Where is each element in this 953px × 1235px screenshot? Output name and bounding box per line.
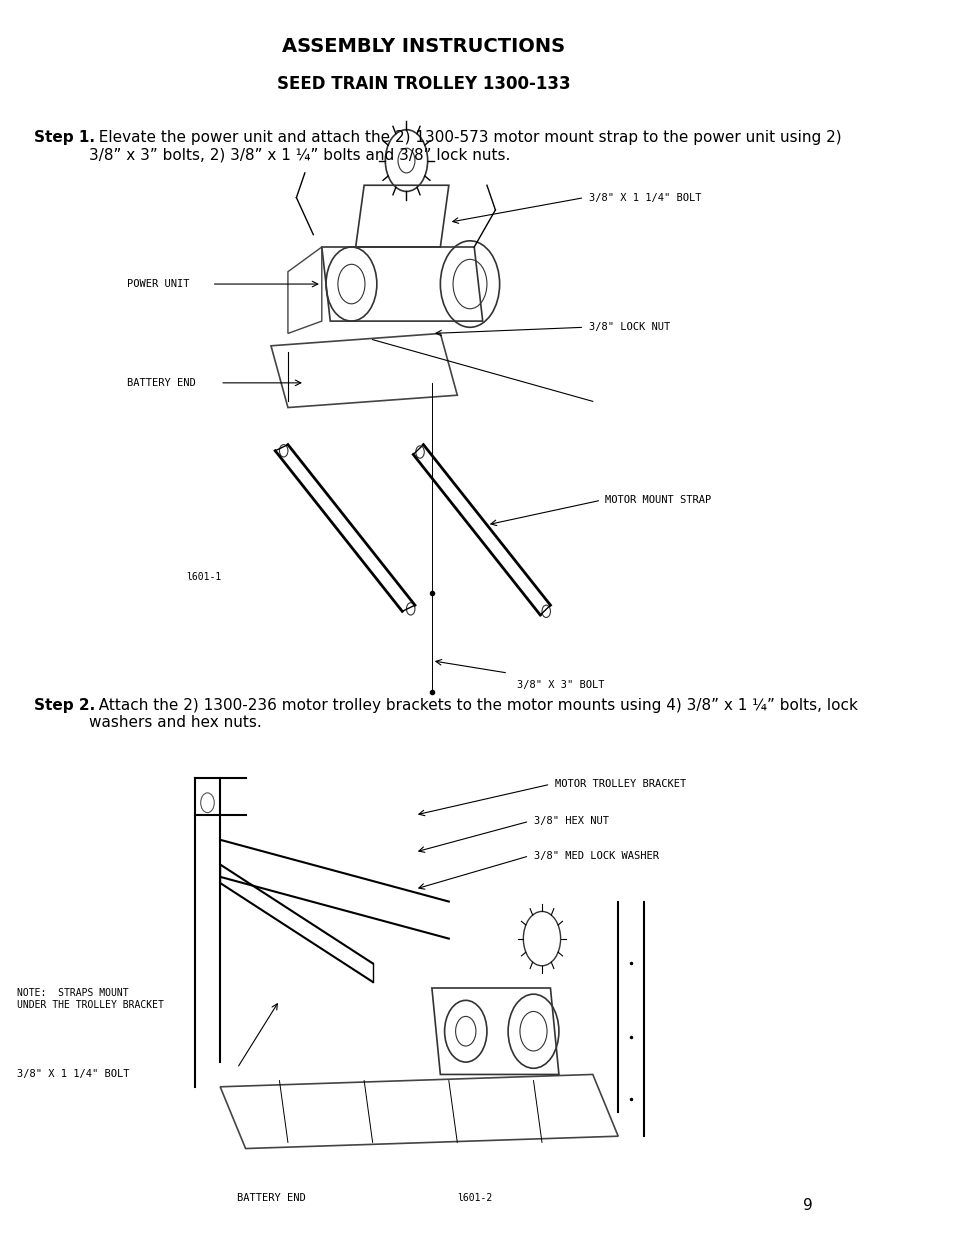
Text: 3/8" X 1 1/4" BOLT: 3/8" X 1 1/4" BOLT bbox=[588, 193, 700, 203]
Text: BATTERY END: BATTERY END bbox=[237, 1193, 306, 1203]
Text: Attach the 2) 1300-236 motor trolley brackets to the motor mounts using 4) 3/8” : Attach the 2) 1300-236 motor trolley bra… bbox=[89, 698, 857, 730]
Text: ASSEMBLY INSTRUCTIONS: ASSEMBLY INSTRUCTIONS bbox=[281, 37, 564, 57]
Text: MOTOR TROLLEY BRACKET: MOTOR TROLLEY BRACKET bbox=[554, 779, 685, 789]
Text: 3/8" MED LOCK WASHER: 3/8" MED LOCK WASHER bbox=[533, 851, 658, 861]
Text: BATTERY END: BATTERY END bbox=[127, 378, 195, 388]
Text: SEED TRAIN TROLLEY 1300-133: SEED TRAIN TROLLEY 1300-133 bbox=[276, 75, 570, 93]
Text: Elevate the power unit and attach the 2) 1300-573 motor mount strap to the power: Elevate the power unit and attach the 2)… bbox=[89, 130, 841, 162]
Text: MOTOR MOUNT STRAP: MOTOR MOUNT STRAP bbox=[605, 495, 711, 505]
Text: NOTE:  STRAPS MOUNT
UNDER THE TROLLEY BRACKET: NOTE: STRAPS MOUNT UNDER THE TROLLEY BRA… bbox=[17, 988, 164, 1009]
Text: 9: 9 bbox=[802, 1198, 812, 1213]
Text: POWER UNIT: POWER UNIT bbox=[127, 279, 190, 289]
Text: 3/8" HEX NUT: 3/8" HEX NUT bbox=[533, 816, 608, 826]
Text: 3/8" X 1 1/4" BOLT: 3/8" X 1 1/4" BOLT bbox=[17, 1070, 130, 1079]
Text: l601-1: l601-1 bbox=[186, 573, 221, 583]
Text: Step 1.: Step 1. bbox=[34, 130, 94, 144]
Text: 3/8" LOCK NUT: 3/8" LOCK NUT bbox=[588, 322, 669, 332]
Text: Step 2.: Step 2. bbox=[34, 698, 95, 713]
Text: 3/8" X 3" BOLT: 3/8" X 3" BOLT bbox=[516, 680, 603, 690]
Text: l601-2: l601-2 bbox=[456, 1193, 492, 1203]
